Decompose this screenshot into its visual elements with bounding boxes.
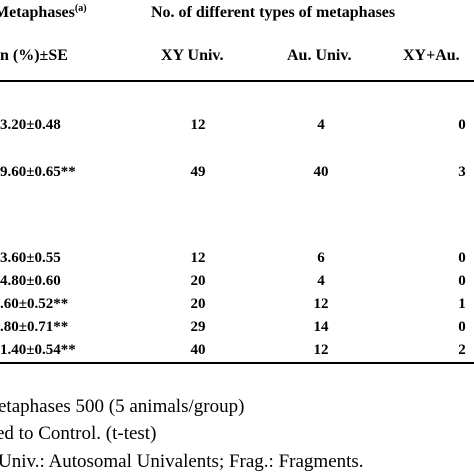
footnote-sample-size: etaphases 500 (5 animals/group) — [0, 396, 245, 417]
mean-column-header: n (%)±SE — [0, 47, 68, 64]
au-univ-cell: 14 — [313, 319, 329, 335]
metaphases-group-title: Metaphases — [0, 4, 75, 21]
xy-au-cell: 1 — [458, 296, 466, 312]
table-bottom-rule — [0, 362, 474, 364]
xy-univ-cell: 29 — [190, 319, 206, 335]
mean-cell: 3.60±0.55 — [0, 250, 61, 266]
mean-cell: .60±0.52** — [0, 296, 69, 312]
footnote-marker-a: (a) — [74, 3, 87, 14]
footnote-abbreviations: Univ.: Autosomal Univalents; Frag.: Frag… — [0, 451, 364, 472]
xy-au-cell: 2 — [458, 342, 466, 358]
mean-cell: 4.80±0.60 — [0, 273, 61, 289]
footnote-significance: ed to Control. (t-test) — [0, 423, 157, 444]
xy-univ-column-header: XY Univ. — [161, 47, 224, 64]
xy-univ-cell: 20 — [190, 296, 206, 312]
mean-cell: 1.40±0.54** — [0, 342, 76, 358]
xy-univ-cell: 20 — [190, 273, 206, 289]
xy-univ-cell: 49 — [190, 164, 206, 180]
xy-au-cell: 0 — [458, 250, 466, 266]
header-rule — [0, 80, 474, 82]
xy-au-cell: 3 — [458, 164, 466, 180]
xy-univ-cell: 12 — [190, 117, 206, 133]
xy-au-cell: 0 — [458, 273, 466, 289]
au-univ-column-header: Au. Univ. — [287, 47, 352, 64]
xy-univ-cell: 12 — [190, 250, 206, 266]
mean-cell: .80±0.71** — [0, 319, 69, 335]
metaphase-types-header: No. of different types of metaphases — [151, 4, 396, 21]
xy-au-column-header: XY+Au. — [403, 47, 460, 64]
mean-cell: 3.20±0.48 — [0, 117, 61, 133]
xy-au-cell: 0 — [458, 319, 466, 335]
au-univ-cell: 4 — [317, 117, 325, 133]
xy-au-cell: 0 — [458, 117, 466, 133]
xy-univ-cell: 40 — [190, 342, 206, 358]
mean-cell: 9.60±0.65** — [0, 164, 76, 180]
au-univ-cell: 12 — [313, 342, 329, 358]
au-univ-cell: 40 — [313, 164, 329, 180]
au-univ-cell: 6 — [317, 250, 325, 266]
au-univ-cell: 4 — [317, 273, 325, 289]
au-univ-cell: 12 — [313, 296, 329, 312]
metaphases-group-header: Metaphases(a) — [0, 4, 87, 22]
